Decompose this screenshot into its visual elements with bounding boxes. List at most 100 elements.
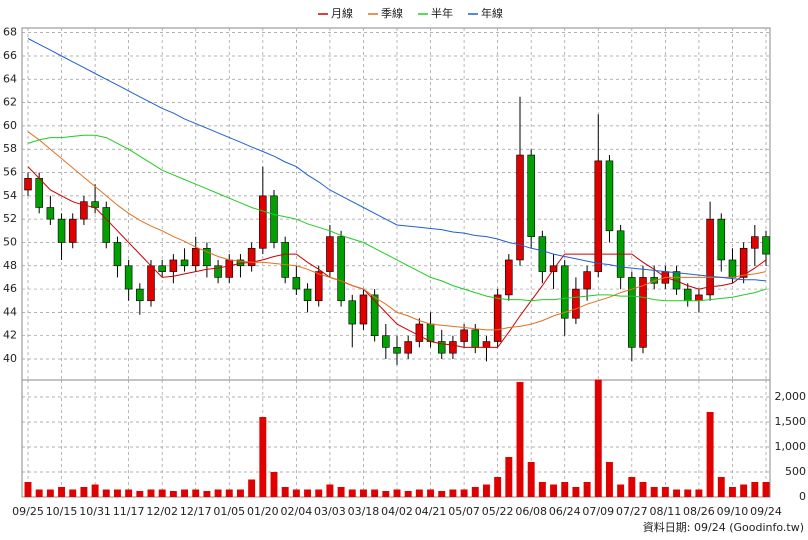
volume-tick-label: 0 bbox=[799, 490, 806, 503]
candle-body bbox=[717, 218, 726, 261]
x-tick-label: 05/07 bbox=[448, 505, 480, 518]
candle-body bbox=[147, 265, 155, 302]
volume-bar bbox=[169, 491, 177, 497]
volume-bar bbox=[404, 491, 412, 497]
candle-body bbox=[527, 154, 535, 237]
y-tick-label: 64 bbox=[3, 72, 17, 85]
candle-body bbox=[214, 265, 222, 278]
volume-bar bbox=[583, 482, 591, 497]
x-tick-label: 03/03 bbox=[314, 505, 346, 518]
volume-bar bbox=[505, 457, 513, 497]
volume-bar bbox=[281, 487, 289, 497]
candle-body bbox=[57, 218, 66, 243]
y-tick-label: 44 bbox=[3, 305, 17, 318]
footer: 資料日期: 09/24 (Goodinfo.tw) bbox=[643, 520, 804, 534]
volume-bar bbox=[717, 477, 725, 497]
volume-bar bbox=[91, 484, 99, 497]
volume-bar bbox=[248, 479, 256, 497]
volume-tick-label: 1,000 bbox=[775, 440, 807, 453]
volume-bar bbox=[706, 412, 714, 497]
volume-bar bbox=[348, 489, 356, 497]
candle-body bbox=[359, 294, 368, 325]
candle-body bbox=[292, 277, 301, 290]
volume-bar bbox=[628, 477, 636, 497]
volume-bar bbox=[516, 382, 524, 497]
volume-bar bbox=[382, 491, 390, 497]
volume-bar bbox=[561, 482, 569, 497]
y-tick-label: 50 bbox=[3, 235, 17, 248]
volume-bar bbox=[751, 482, 759, 497]
candle-body bbox=[191, 247, 200, 267]
ma-line bbox=[27, 134, 767, 302]
volume-tick-label: 1,500 bbox=[775, 415, 807, 428]
legend-label: 半年 bbox=[431, 6, 453, 20]
candle-body bbox=[281, 242, 289, 278]
candle-body bbox=[639, 277, 647, 348]
x-tick-label: 01/20 bbox=[247, 505, 279, 518]
y-tick-label: 56 bbox=[3, 166, 17, 179]
y-tick-label: 66 bbox=[3, 49, 17, 62]
y-tick-label: 40 bbox=[3, 352, 17, 365]
candle-body bbox=[516, 154, 524, 261]
y-tick-label: 68 bbox=[3, 26, 17, 39]
volume-bar bbox=[270, 472, 278, 497]
candle-body bbox=[594, 160, 603, 272]
volume-bar bbox=[35, 489, 43, 497]
x-tick-label: 12/02 bbox=[146, 505, 178, 518]
y-tick-label: 58 bbox=[3, 142, 17, 155]
x-tick-label: 04/21 bbox=[415, 505, 447, 518]
candle-body bbox=[158, 265, 166, 272]
candle-body bbox=[538, 236, 547, 272]
volume-bar bbox=[46, 489, 54, 497]
candle-body bbox=[225, 259, 234, 278]
volume-bar bbox=[740, 484, 748, 497]
ma-line bbox=[27, 38, 767, 282]
candle-body bbox=[706, 218, 714, 296]
legend-label: 年線 bbox=[481, 6, 503, 20]
x-tick-label: 04/02 bbox=[381, 505, 413, 518]
candle-body bbox=[471, 329, 480, 348]
volume-bar bbox=[684, 489, 692, 497]
candle-body bbox=[348, 300, 357, 325]
candle-body bbox=[46, 207, 55, 220]
x-tick-label: 02/04 bbox=[281, 505, 313, 518]
volume-bar bbox=[80, 487, 88, 497]
volume-bar bbox=[225, 489, 233, 497]
volume-bar bbox=[494, 477, 502, 497]
y-tick-label: 60 bbox=[3, 119, 17, 132]
x-tick-label: 08/11 bbox=[650, 505, 682, 518]
volume-bar bbox=[326, 484, 334, 497]
candle-body bbox=[326, 236, 334, 272]
volume-panel bbox=[21, 379, 771, 498]
candle-body bbox=[314, 271, 323, 302]
volume-bar bbox=[214, 489, 222, 497]
volume-bar bbox=[572, 487, 580, 497]
candle-body bbox=[203, 247, 211, 267]
candle-body bbox=[695, 294, 703, 302]
y-tick-label: 42 bbox=[3, 329, 17, 342]
x-tick-label: 03/18 bbox=[348, 505, 380, 518]
candle-body bbox=[259, 195, 267, 249]
legend-label: 季線 bbox=[381, 6, 403, 20]
volume-bar bbox=[695, 489, 703, 497]
volume-bar bbox=[550, 484, 558, 497]
candle-body bbox=[493, 294, 502, 342]
candle-body bbox=[404, 341, 412, 354]
x-tick-label: 12/17 bbox=[180, 505, 212, 518]
candle-body bbox=[80, 201, 88, 220]
x-tick-label: 09/25 bbox=[12, 505, 44, 518]
volume-bar bbox=[102, 489, 110, 497]
candle-body bbox=[482, 341, 491, 348]
volume-bar bbox=[147, 489, 155, 497]
volume-bar bbox=[113, 489, 121, 497]
y-tick-label: 46 bbox=[3, 282, 17, 295]
candle-body bbox=[572, 288, 580, 319]
volume-bar bbox=[371, 489, 379, 497]
x-tick-label: 06/08 bbox=[515, 505, 547, 518]
volume-bar bbox=[136, 491, 144, 497]
volume-bar bbox=[605, 462, 613, 497]
candle-body bbox=[560, 265, 569, 319]
volume-bar bbox=[617, 484, 625, 497]
ma-line bbox=[27, 131, 767, 331]
volume-bar bbox=[728, 487, 736, 497]
